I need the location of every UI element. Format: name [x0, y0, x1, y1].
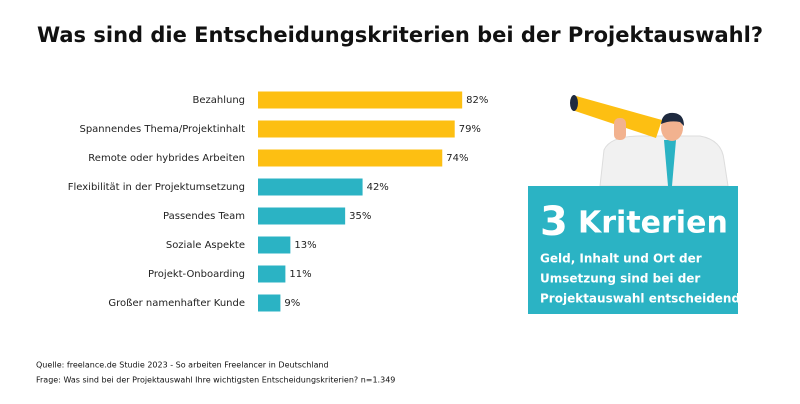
- bar: [258, 207, 346, 225]
- value-label: 9%: [284, 298, 300, 309]
- bar: [258, 265, 286, 283]
- question: Frage: Was sind bei der Projektauswahl I…: [36, 376, 395, 385]
- bar: [258, 120, 455, 138]
- bar: [258, 91, 463, 109]
- category-label: Bezahlung: [192, 95, 245, 106]
- callout-heading: Kriterien: [578, 206, 728, 241]
- category-label: Passendes Team: [163, 211, 245, 222]
- callout-line: Geld, Inhalt und Ort der: [540, 252, 702, 266]
- bar: [258, 294, 281, 312]
- illustration: [570, 95, 729, 187]
- source: Quelle: freelance.de Studie 2023 - So ar…: [36, 361, 329, 370]
- value-label: 82%: [466, 95, 488, 106]
- chart-title: Was sind die Entscheidungskriterien bei …: [37, 23, 763, 47]
- callout-text: Geld, Inhalt und Ort der Umsetzung sind b…: [540, 252, 745, 306]
- value-label: 79%: [459, 124, 481, 135]
- category-label: Soziale Aspekte: [166, 240, 245, 251]
- value-label: 13%: [294, 240, 316, 251]
- callout-box: [528, 186, 738, 314]
- value-label: 11%: [289, 269, 311, 280]
- value-label: 74%: [446, 153, 468, 164]
- category-label: Projekt-Onboarding: [148, 269, 245, 280]
- category-label: Spannendes Thema/Projektinhalt: [79, 124, 245, 135]
- category-label: Großer namenhafter Kunde: [108, 298, 245, 309]
- value-label: 42%: [367, 182, 389, 193]
- bar: [258, 236, 291, 254]
- callout-line: Projektauswahl entscheidend.: [540, 292, 745, 306]
- category-label: Flexibilität in der Projektumsetzung: [68, 182, 245, 193]
- bar: [258, 178, 363, 196]
- value-label: 35%: [349, 211, 371, 222]
- category-label: Remote oder hybrides Arbeiten: [88, 153, 245, 164]
- bar: [258, 149, 443, 167]
- callout-number: 3: [540, 199, 568, 245]
- callout-line: Umsetzung sind bei der: [540, 272, 700, 286]
